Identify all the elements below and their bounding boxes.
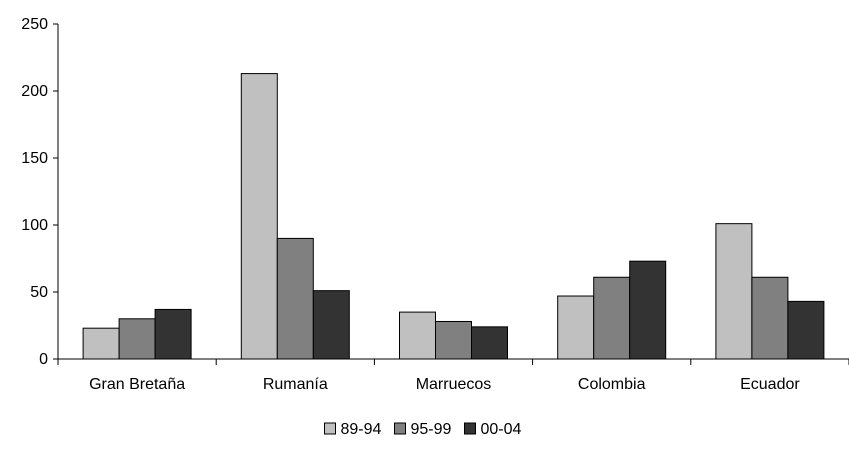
bar [118, 318, 156, 360]
y-tick-label: 150 [21, 150, 48, 167]
bar [312, 290, 350, 360]
bar [399, 311, 436, 360]
bar [276, 237, 314, 360]
bar [435, 320, 472, 360]
bar [629, 260, 667, 360]
legend-label: 89-94 [341, 421, 382, 438]
bar [557, 295, 595, 360]
x-tick-label: Ecuador [740, 376, 800, 393]
bar [751, 276, 789, 360]
y-tick-label: 250 [21, 16, 48, 33]
y-tick-label: 0 [39, 351, 48, 368]
legend-swatch [394, 422, 406, 435]
x-tick-label: Rumanía [263, 376, 328, 393]
bar [82, 327, 120, 360]
legend-swatch [464, 422, 476, 435]
bar [240, 73, 278, 360]
y-tick-label: 100 [21, 217, 48, 234]
y-tick-label: 50 [30, 284, 48, 301]
legend-label: 00-04 [481, 421, 522, 438]
bar [154, 308, 192, 360]
y-tick-label: 200 [21, 83, 48, 100]
bar [715, 223, 753, 360]
legend-swatch [324, 422, 336, 435]
x-tick-label: Marruecos [416, 376, 492, 393]
legend: 89-94 95-99 00-04 [324, 421, 522, 438]
x-tick-label: Colombia [578, 376, 646, 393]
x-tick-label: Gran Bretaña [89, 376, 185, 393]
bar [471, 326, 508, 360]
plot-area: 0 50 100 150 200 250 Gran Bretaña Rumanía Marrue… [21, 16, 849, 393]
bar [787, 300, 825, 360]
legend-label: 95-99 [411, 421, 452, 438]
bar [593, 276, 631, 360]
